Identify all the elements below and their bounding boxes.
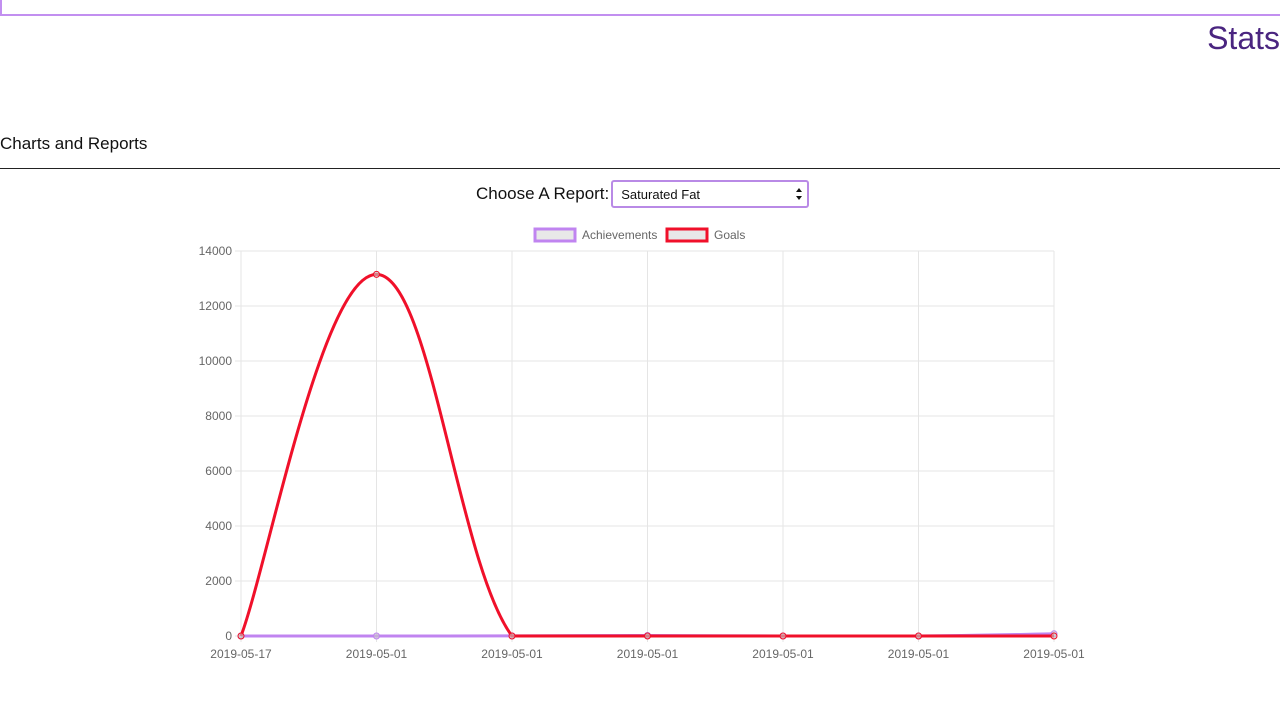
report-label: Choose A Report: <box>476 184 610 203</box>
legend-label-achievements: Achievements <box>582 228 657 242</box>
data-point-goals <box>779 632 787 640</box>
y-tick-label: 4000 <box>205 519 232 533</box>
x-tick-label: 2019-05-01 <box>617 647 679 661</box>
series-line-goals <box>239 272 1054 638</box>
y-tick-label: 0 <box>225 629 232 643</box>
x-tick-label: 2019-05-01 <box>1023 647 1085 661</box>
select-arrows-icon <box>796 188 803 200</box>
data-point-goals <box>508 632 516 640</box>
report-select[interactable]: Saturated Fat <box>611 180 810 208</box>
legend-swatch-goals <box>665 227 709 243</box>
x-tick-label: 2019-05-01 <box>888 647 950 661</box>
x-tick-label: 2019-05-01 <box>346 647 408 661</box>
divider <box>0 168 1280 169</box>
data-point-goals <box>373 270 380 278</box>
y-tick-label: 6000 <box>205 464 232 478</box>
data-point-achievements <box>373 632 380 640</box>
x-tick-label: 2019-05-17 <box>210 647 272 661</box>
x-tick-label: 2019-05-01 <box>752 647 814 661</box>
data-point-goals <box>1050 632 1058 640</box>
y-tick-label: 14000 <box>199 244 233 258</box>
section-title: Charts and Reports <box>0 134 148 153</box>
data-point-goals <box>915 632 922 640</box>
top-navigation-bar <box>0 0 1280 16</box>
report-select-value: Saturated Fat <box>621 186 701 202</box>
y-tick-label: 8000 <box>205 409 232 423</box>
line-chart: 0 2000 4000 6000 8000 10000 12000 14000 2019-05-… <box>199 227 1085 661</box>
x-tick-label: 2019-05-01 <box>481 647 543 661</box>
data-point-goals <box>237 632 245 640</box>
chart-grid <box>235 250 1055 642</box>
legend-swatch-achievements <box>533 227 577 243</box>
legend-label-goals: Goals <box>714 228 745 242</box>
report-selector-row: Choose A Report: Saturated Fat <box>476 180 810 208</box>
y-tick-label: 12000 <box>199 299 233 313</box>
page-title: Stats <box>1207 20 1280 56</box>
y-tick-label: 10000 <box>199 354 233 368</box>
y-tick-label: 2000 <box>205 574 232 588</box>
data-point-goals <box>644 632 651 640</box>
